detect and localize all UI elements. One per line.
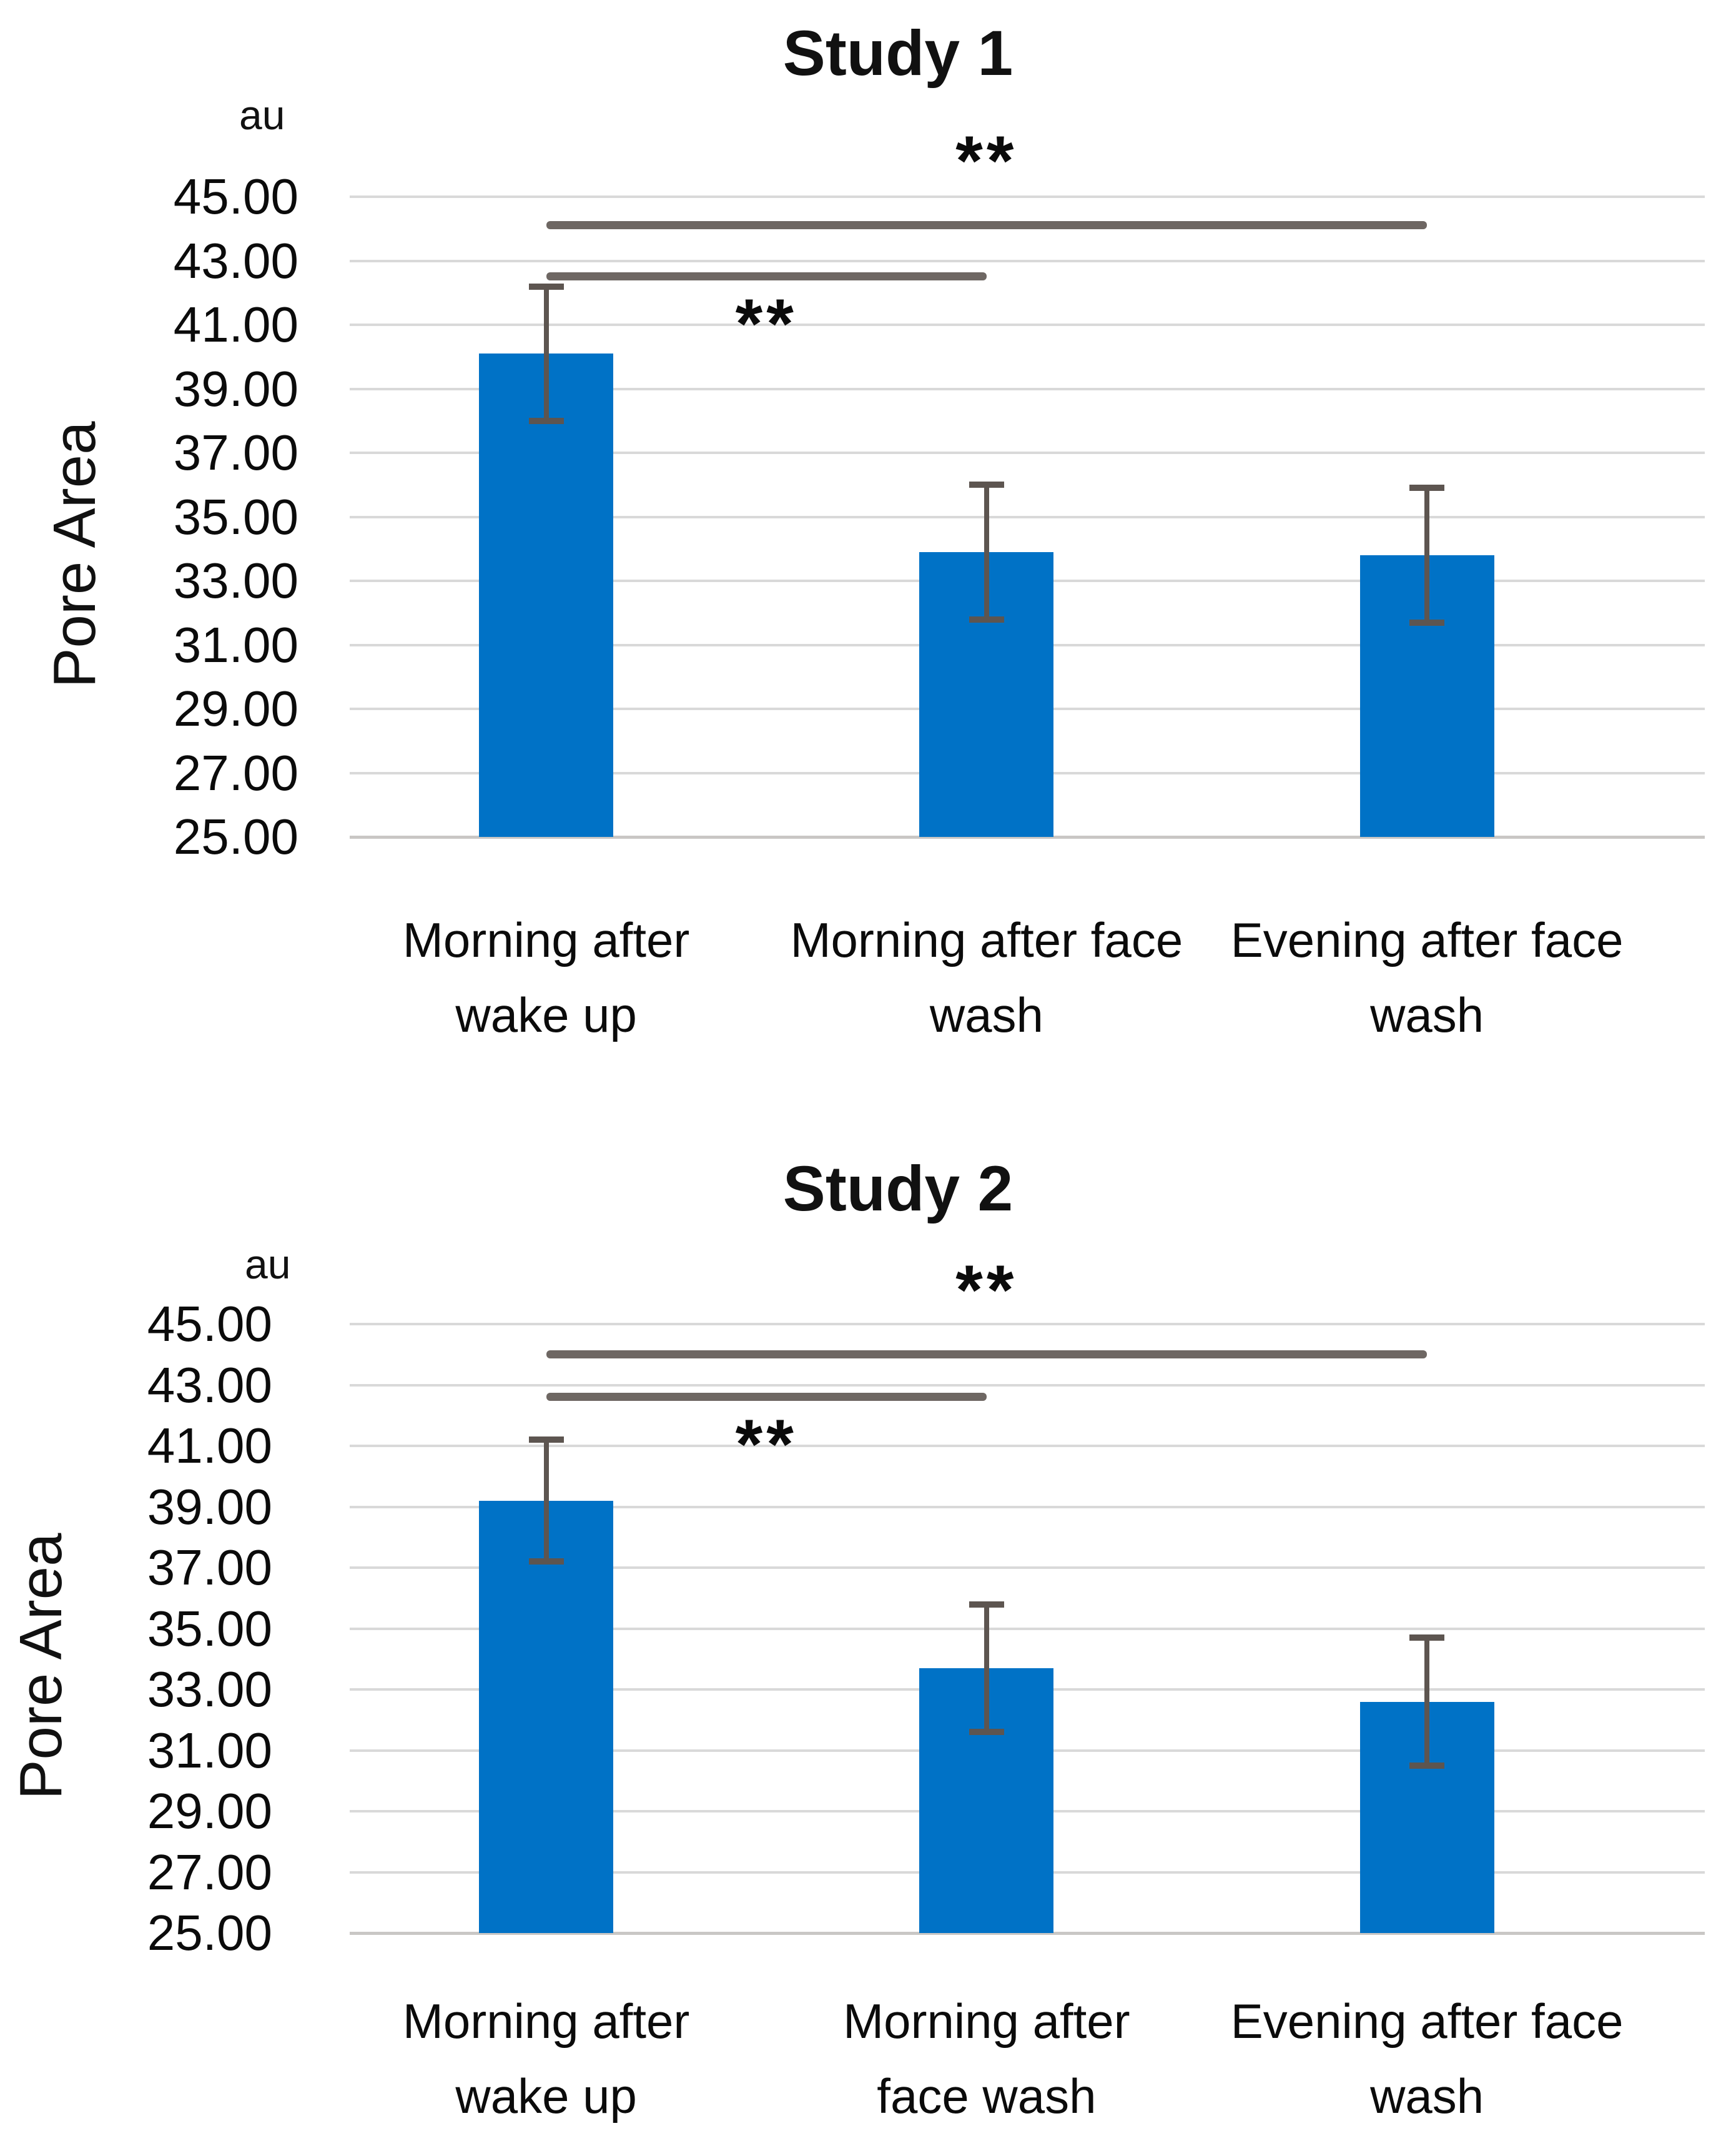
y-axis-tick-label: 29.00 (147, 1783, 272, 1839)
error-bar-cap (1409, 619, 1445, 626)
error-bar-cap (1409, 1762, 1445, 1769)
x-category-label-line: wake up (455, 2069, 637, 2124)
y-axis-tick-label: 33.00 (147, 1661, 272, 1717)
chart-title: Study 1 (782, 17, 1013, 89)
y-axis-tick-label: 35.00 (173, 488, 298, 545)
error-bar (1424, 488, 1430, 623)
error-bar-cap (528, 1558, 564, 1565)
x-category-label-line: Evening after face (1230, 1994, 1624, 2049)
y-axis-tick-label: 31.00 (173, 616, 298, 673)
error-bar-cap (1409, 485, 1445, 492)
gridline (350, 1445, 1705, 1447)
y-axis-tick-label: 45.00 (147, 1296, 272, 1352)
y-axis-tick-label: 43.00 (147, 1357, 272, 1413)
significance-label: ** (955, 122, 1018, 200)
y-axis-tick-label: 39.00 (147, 1478, 272, 1535)
error-bar-cap (1409, 1634, 1445, 1641)
gridline (350, 1323, 1705, 1325)
y-axis-tick-label: 25.00 (173, 809, 298, 864)
gridline (350, 1566, 1705, 1569)
x-category-label-line: Morning after face (790, 912, 1183, 967)
error-bar (984, 485, 989, 620)
bar (479, 354, 614, 837)
gridline (350, 324, 1705, 326)
chart-title: Study 2 (782, 1153, 1013, 1224)
error-bar-cap (528, 1436, 564, 1443)
x-category-label-line: wash (1370, 2069, 1484, 2124)
error-bar (1424, 1638, 1430, 1766)
y-axis-tick-label: 33.00 (173, 553, 298, 608)
error-bar-cap (969, 482, 1004, 488)
error-bar (984, 1604, 989, 1733)
significance-line (546, 1393, 987, 1401)
x-category-label-line: Evening after face (1230, 912, 1624, 967)
x-category-label: Morning after wake up (284, 1984, 809, 2134)
gridline (350, 515, 1705, 518)
gridline (350, 387, 1705, 390)
y-axis-tick-label: 41.00 (147, 1418, 272, 1473)
gridline (350, 1383, 1705, 1387)
y-axis-tick-label: 45.00 (173, 169, 298, 224)
significance-line (546, 1350, 1428, 1358)
y-axis-unit-label: au (239, 92, 285, 138)
y-axis-tick-label: 27.00 (147, 1844, 272, 1900)
significance-line (546, 221, 1428, 230)
y-axis-tick-label: 43.00 (173, 232, 298, 289)
error-bar-cap (528, 417, 564, 424)
x-category-label-line: face wash (877, 2069, 1097, 2124)
y-axis-tick-label: 37.00 (173, 425, 298, 480)
significance-label: ** (735, 1405, 797, 1483)
x-category-label: Evening after face wash (1165, 902, 1689, 1052)
x-category-label-line: Morning after (402, 1994, 690, 2049)
x-category-label: Evening after face wash (1165, 1984, 1689, 2134)
error-bar (543, 1440, 549, 1562)
error-bar-cap (969, 616, 1004, 623)
y-axis-unit-label: au (245, 1241, 291, 1287)
x-category-label: Morning after wake up (284, 902, 809, 1052)
y-axis-tick-label: 31.00 (147, 1722, 272, 1778)
significance-line (546, 272, 987, 281)
significance-label: ** (735, 285, 797, 363)
x-category-label: Morning after face wash (724, 902, 1249, 1052)
y-axis-tick-label: 29.00 (173, 681, 298, 736)
y-axis-tick-label: 41.00 (173, 297, 298, 352)
bar (479, 1500, 614, 1933)
gridline (350, 1505, 1705, 1508)
gridline (350, 836, 1705, 839)
error-bar-cap (528, 283, 564, 290)
y-axis-tick-label: 35.00 (147, 1600, 272, 1656)
y-axis-tick-label: 25.00 (147, 1905, 272, 1961)
error-bar-cap (969, 1601, 1004, 1608)
significance-label: ** (955, 1250, 1018, 1329)
error-bar (543, 286, 549, 421)
y-axis-tick-label: 27.00 (173, 744, 298, 801)
error-bar-cap (969, 1729, 1004, 1736)
x-category-label-line: wash (1370, 987, 1484, 1042)
gridline (350, 195, 1705, 198)
y-axis-tick-label: 39.00 (173, 360, 298, 417)
gridline (350, 452, 1705, 454)
y-axis-tick-label: 37.00 (147, 1540, 272, 1595)
gridline (350, 259, 1705, 262)
x-category-label: Morning after face wash (724, 1984, 1249, 2134)
x-category-label-line: wash (929, 987, 1043, 1042)
x-category-label-line: Morning after (402, 912, 690, 967)
gridline (350, 1932, 1705, 1935)
x-category-label-line: Morning after (843, 1994, 1130, 2049)
gridline (350, 1627, 1705, 1630)
x-category-label-line: wake up (455, 987, 637, 1042)
